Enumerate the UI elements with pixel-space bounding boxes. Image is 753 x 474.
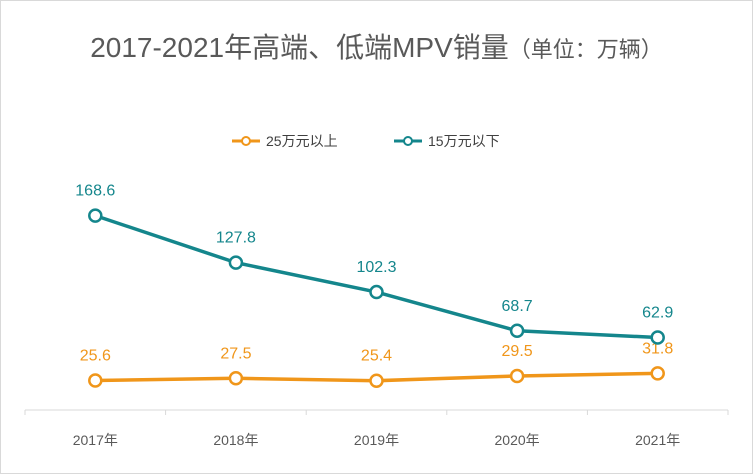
legend-marker [241,136,251,146]
data-point [228,255,244,270]
data-label: 127.8 [216,230,256,247]
x-tick-label: 2021年 [635,432,680,448]
x-tick-label: 2017年 [73,432,118,448]
series-line [94,213,658,340]
data-point [228,371,244,386]
legend-label: 25万元以上 [266,133,338,149]
data-point [369,373,384,388]
chart-title-main: 2017-2021年高端、低端MPV销量 [90,32,509,63]
data-label: 29.5 [502,343,533,360]
data-point [650,366,665,381]
legend-item: 15万元以下 [394,133,500,149]
data-point [88,373,103,388]
data-point [369,284,384,300]
x-tick-label: 2020年 [495,432,540,448]
legend: 25万元以上 15万元以下 [232,133,500,149]
x-tick-label: 2019年 [354,432,399,448]
data-label: 25.4 [361,348,392,365]
data-label: 25.6 [80,347,111,364]
legend-item: 25万元以上 [232,133,338,149]
data-label: 68.7 [502,298,533,315]
data-label: 102.3 [356,259,396,276]
legend-label: 15万元以下 [428,133,500,149]
data-label: 62.9 [642,304,673,321]
x-axis-ticks: 2017年 2018年 2019年 2020年 2021年 [24,410,729,448]
data-label: 31.8 [642,340,673,357]
data-point [509,368,525,384]
legend-marker [403,136,413,146]
data-label: 27.5 [220,345,251,362]
series-layer: 25.6 27.5 25.4 29.5 31.8 168.6 127.8 102.3 68.7 6… [75,183,673,388]
chart-title-unit: （单位：万辆） [508,37,663,62]
series-group: 168.6 127.8 102.3 68.7 62.9 [75,183,673,345]
chart-title: 2017-2021年高端、低端MPV销量（单位：万辆） [1,23,752,75]
series-group: 25.6 27.5 25.4 29.5 31.8 [80,340,673,388]
data-point [88,208,103,223]
data-point [650,330,665,345]
x-tick-label: 2018年 [213,432,258,448]
data-point [509,323,525,339]
data-label: 168.6 [75,183,115,200]
